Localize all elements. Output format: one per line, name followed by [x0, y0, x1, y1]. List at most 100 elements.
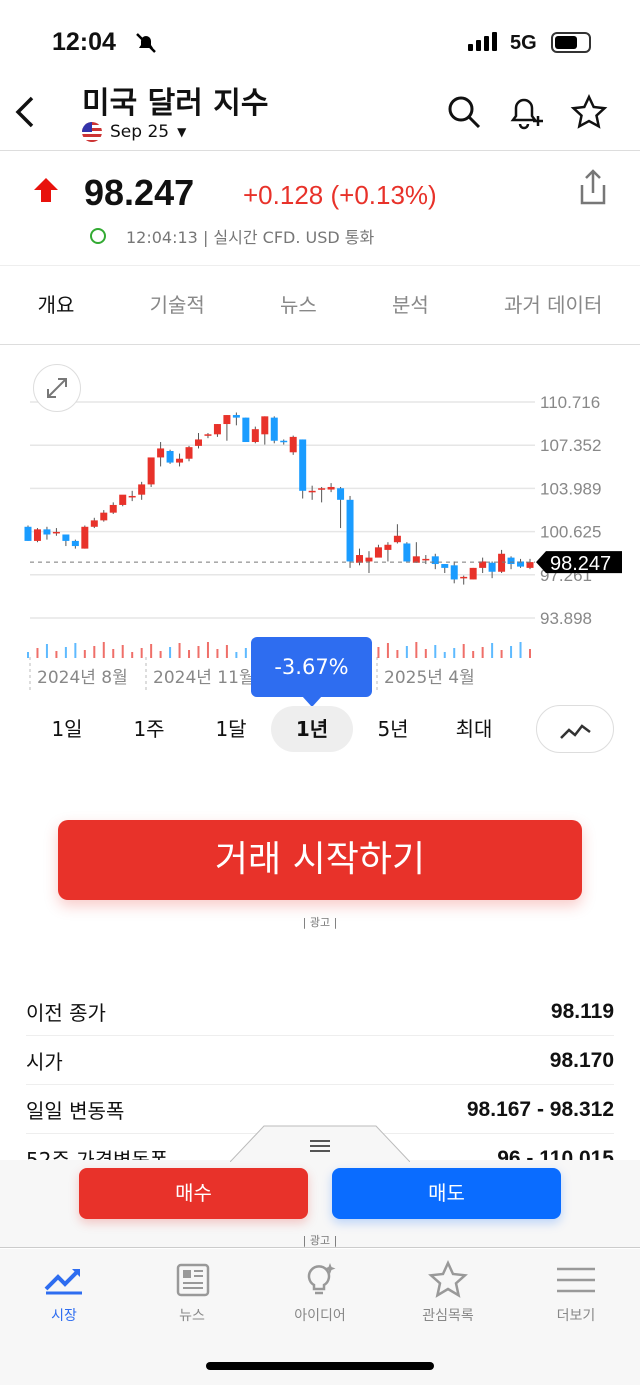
stat-label: 일일 변동폭 [26, 1099, 125, 1123]
candle-body [289, 436, 297, 453]
expand-chart-button[interactable] [33, 364, 81, 412]
page-title: 미국 달러 지수 [82, 86, 269, 121]
home-indicator [206, 1362, 434, 1370]
candle-body [194, 439, 202, 446]
candle-body [119, 494, 127, 505]
stat-value: 98.119 [550, 999, 614, 1023]
y-tick-label: 103.989 [540, 479, 601, 498]
nav-label: 아이디어 [294, 1308, 346, 1324]
watchlist-star-icon[interactable] [570, 94, 608, 132]
price-chart[interactable]: 110.716107.352103.989100.62597.26193.898… [0, 345, 640, 705]
x-tick-label: 2025년 4월 [384, 668, 475, 688]
candle-body [412, 556, 420, 563]
share-icon[interactable] [577, 168, 609, 206]
candle-body [251, 429, 259, 443]
chart-type-button[interactable] [536, 705, 614, 753]
candle-body [33, 529, 41, 541]
candle-body [479, 561, 487, 568]
volume-bar [159, 651, 162, 658]
candle-body [346, 499, 354, 562]
start-trading-button[interactable]: 거래 시작하기 [58, 820, 582, 900]
buy-button[interactable]: 매수 [79, 1168, 308, 1219]
candle-body [469, 567, 477, 580]
battery-icon [551, 32, 591, 53]
nav-item-3[interactable]: 관심목록 [384, 1249, 512, 1385]
nav-item-1[interactable]: 뉴스 [128, 1249, 256, 1385]
nav-item-0[interactable]: 시장 [0, 1249, 128, 1385]
volume-bar [462, 644, 465, 658]
tab-bar: 개요 기술적 뉴스 분석 과거 데이터 [0, 265, 640, 345]
candle-body [232, 415, 240, 418]
chart-up-icon [44, 1269, 82, 1295]
back-icon[interactable] [12, 94, 40, 130]
volume-bar [481, 647, 484, 658]
stat-label: 시가 [26, 1050, 63, 1074]
stat-row: 시가 98.170 [26, 1037, 614, 1085]
volume-bar [140, 648, 143, 658]
candle-body [90, 520, 98, 527]
bell-muted-icon [136, 33, 156, 53]
timeframe-3[interactable]: 1년 [271, 706, 353, 752]
newspaper-icon [176, 1263, 210, 1297]
timeframe-selector: 1일 1주 1달 1년 5년 최대 [0, 706, 640, 752]
timeframe-0[interactable]: 1일 [51, 717, 83, 741]
volume-bar [216, 649, 219, 658]
volume-bar [415, 642, 418, 658]
drawer-handle[interactable] [230, 1124, 410, 1162]
tooltip-pointer [302, 696, 322, 707]
nav-label: 뉴스 [179, 1308, 205, 1324]
candle-body [204, 434, 212, 436]
price-change: +0.128 (+0.13%) [243, 180, 437, 210]
tab-2[interactable]: 뉴스 [279, 293, 317, 317]
volume-bar [225, 645, 228, 658]
volume-bar [121, 645, 124, 658]
stat-value: 98.170 [549, 1048, 614, 1072]
status-bar: 12:04 5G [0, 0, 640, 65]
volume-bar [83, 650, 86, 658]
signal-icon [468, 32, 497, 51]
tab-3[interactable]: 분석 [391, 293, 429, 317]
stat-row: 이전 종가 98.119 [26, 988, 614, 1036]
volume-bar [27, 652, 29, 658]
volume-bar [45, 644, 48, 658]
volume-bar [150, 644, 153, 658]
volume-bar [112, 649, 115, 658]
timeframe-2[interactable]: 1달 [215, 717, 247, 741]
tab-0[interactable]: 개요 [37, 293, 75, 317]
arrow-up-icon [34, 178, 58, 202]
change-tooltip: -3.67% [251, 637, 372, 697]
candle-body [318, 488, 326, 490]
nav-item-2[interactable]: 아이디어 [256, 1249, 384, 1385]
us-flag-icon [82, 122, 102, 142]
timeframe-5[interactable]: 최대 [455, 717, 493, 741]
candle-body [62, 534, 70, 541]
volume-bar [519, 642, 522, 658]
nav-label: 관심목록 [422, 1308, 474, 1324]
quote-meta-row: 12:04:13 | 실시간 CFD. USD 통화 [90, 224, 374, 248]
volume-bar [472, 651, 475, 658]
contract-selector[interactable]: Sep 25 ▼ [82, 122, 186, 142]
timeframe-1[interactable]: 1주 [133, 717, 165, 741]
candle-body [81, 526, 89, 549]
volume-bar [500, 650, 503, 658]
search-icon[interactable] [446, 94, 482, 130]
volume-bar [188, 650, 191, 658]
volume-bar [74, 643, 77, 658]
stat-value: 98.167 - 98.312 [466, 1097, 614, 1121]
add-alert-icon[interactable] [507, 92, 547, 132]
sell-button[interactable]: 매도 [332, 1168, 561, 1219]
timeframe-4[interactable]: 5년 [377, 717, 409, 741]
volume-bar [206, 642, 209, 658]
candle-body [365, 557, 373, 562]
candle-body [280, 440, 288, 443]
tab-4[interactable]: 과거 데이터 [503, 293, 603, 317]
volume-bar [64, 647, 67, 658]
y-tick-label: 100.625 [540, 523, 601, 542]
volume-bar [434, 645, 437, 658]
volume-bar [453, 648, 456, 658]
tab-1[interactable]: 기술적 [149, 293, 205, 317]
volume-bar [443, 652, 446, 658]
volume-bar [197, 646, 200, 658]
candle-body [498, 553, 506, 572]
nav-item-4[interactable]: 더보기 [512, 1249, 640, 1385]
